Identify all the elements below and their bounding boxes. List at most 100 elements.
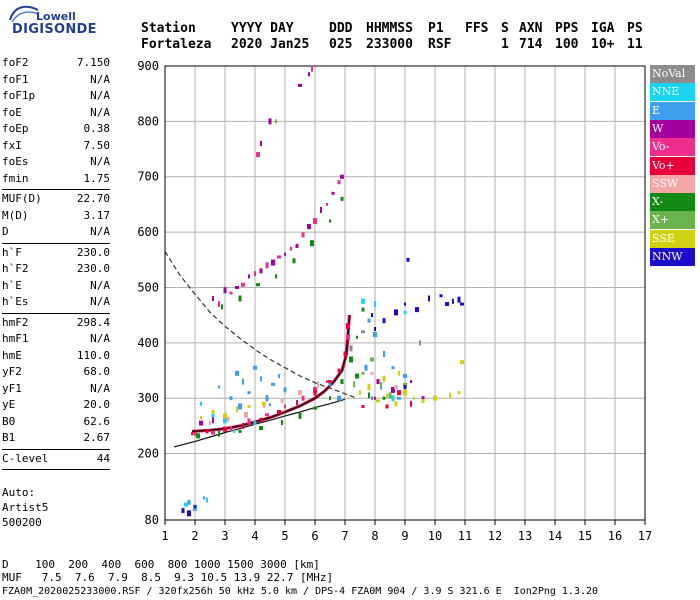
data-point — [340, 379, 344, 385]
data-point — [367, 318, 371, 323]
param-label: B0 — [2, 414, 16, 428]
data-point — [223, 413, 227, 419]
data-point — [376, 399, 380, 403]
param-value: 230.0 — [76, 262, 110, 275]
x-tick-label: 8 — [371, 529, 378, 543]
legend-item: X- — [650, 193, 695, 212]
data-point — [241, 282, 245, 287]
data-point — [254, 271, 256, 277]
data-point — [406, 257, 410, 262]
data-point — [376, 379, 380, 385]
data-point — [211, 430, 215, 435]
data-point — [346, 323, 350, 330]
param-value: 3.17 — [83, 208, 111, 222]
data-point — [410, 380, 412, 384]
auto-label: Auto: — [2, 486, 36, 499]
x-tick-label: 3 — [221, 529, 228, 543]
distance-line: D 100 200 400 600 800 1000 1500 3000 [km… — [2, 558, 320, 571]
data-point — [394, 385, 398, 390]
param-label: hmE — [2, 348, 22, 362]
data-point — [337, 180, 341, 185]
data-point — [338, 368, 340, 373]
data-point — [271, 382, 275, 386]
data-point — [223, 417, 227, 424]
param-row: h`E N/A — [2, 279, 110, 299]
data-point — [397, 396, 401, 400]
data-point — [193, 432, 197, 436]
legend-item: NoVal — [650, 65, 695, 83]
data-point — [404, 302, 406, 306]
param-row: yE 20.0 — [2, 398, 110, 418]
param-label: foEs — [2, 155, 29, 168]
param-label: foE — [2, 105, 22, 119]
iga-label: IGA — [591, 21, 615, 36]
y-tick-label: 800 — [137, 114, 159, 128]
param-label: h`Es — [2, 295, 29, 308]
param-label: foF2 — [2, 56, 29, 69]
data-point — [253, 421, 257, 426]
data-point — [280, 398, 284, 403]
logo-digisonde: DIGISONDE — [12, 22, 97, 37]
data-point — [449, 392, 451, 399]
data-point — [328, 382, 332, 387]
data-point — [361, 307, 365, 312]
param-label: MUF(D) — [2, 192, 42, 205]
ps-label: PS — [627, 21, 643, 36]
data-point — [380, 381, 382, 387]
param-label: foF1 — [2, 72, 29, 86]
pps-value: 100 — [555, 37, 579, 52]
data-point — [353, 381, 355, 388]
data-point — [283, 387, 287, 393]
x-tick-label: 2 — [191, 529, 198, 543]
station-label: Station — [141, 21, 196, 36]
param-row: hmF1 N/A — [2, 332, 110, 352]
legend-item: E — [650, 101, 695, 120]
data-point — [371, 396, 373, 401]
y-tick-label: 400 — [137, 336, 159, 350]
data-point — [371, 313, 373, 318]
param-row: foF1 N/A — [2, 73, 110, 93]
param-label: foF1p — [2, 89, 36, 102]
data-point — [370, 371, 374, 375]
data-point — [457, 296, 461, 303]
x-tick-label: 4 — [251, 529, 258, 543]
chart-grid — [164, 65, 646, 521]
data-point — [235, 285, 239, 289]
param-separator — [2, 469, 110, 470]
data-point — [310, 240, 314, 247]
pps-label: PPS — [555, 21, 579, 36]
x-tick-label: 17 — [638, 529, 652, 543]
data-point — [380, 384, 382, 390]
param-label: hmF1 — [2, 332, 29, 345]
data-point — [337, 395, 341, 401]
data-point — [200, 401, 202, 406]
data-point — [313, 389, 317, 396]
param-value: 298.4 — [76, 315, 110, 329]
x-tick-label: 15 — [578, 529, 592, 543]
param-label: h`F — [2, 245, 22, 259]
data-point — [277, 410, 281, 415]
data-point — [278, 374, 280, 379]
data-point — [275, 119, 277, 124]
data-point — [199, 420, 203, 426]
data-point — [212, 417, 214, 424]
artist-code: 500200 — [2, 516, 42, 529]
param-row: fmin 1.75 — [2, 172, 110, 192]
param-value: 68.0 — [83, 365, 111, 378]
data-point — [439, 294, 443, 298]
data-point — [397, 390, 401, 396]
param-value: 62.6 — [83, 414, 111, 428]
data-point — [226, 416, 230, 422]
param-label: yF2 — [2, 365, 22, 378]
chart-ticks: 1 2 3 4 5 6 7 8 9 10 11 12 13 14 15 16 17802003004005006… — [137, 59, 652, 543]
data-point — [460, 360, 464, 365]
data-point — [260, 141, 262, 147]
data-point — [361, 330, 365, 334]
data-point — [433, 395, 437, 401]
param-label: hmF2 — [2, 315, 29, 329]
data-point — [403, 389, 407, 396]
param-row: yF1 N/A — [2, 382, 110, 402]
date-label: YYYY DAY — [231, 21, 294, 36]
param-label: fmin — [2, 171, 29, 185]
data-point — [223, 426, 227, 432]
